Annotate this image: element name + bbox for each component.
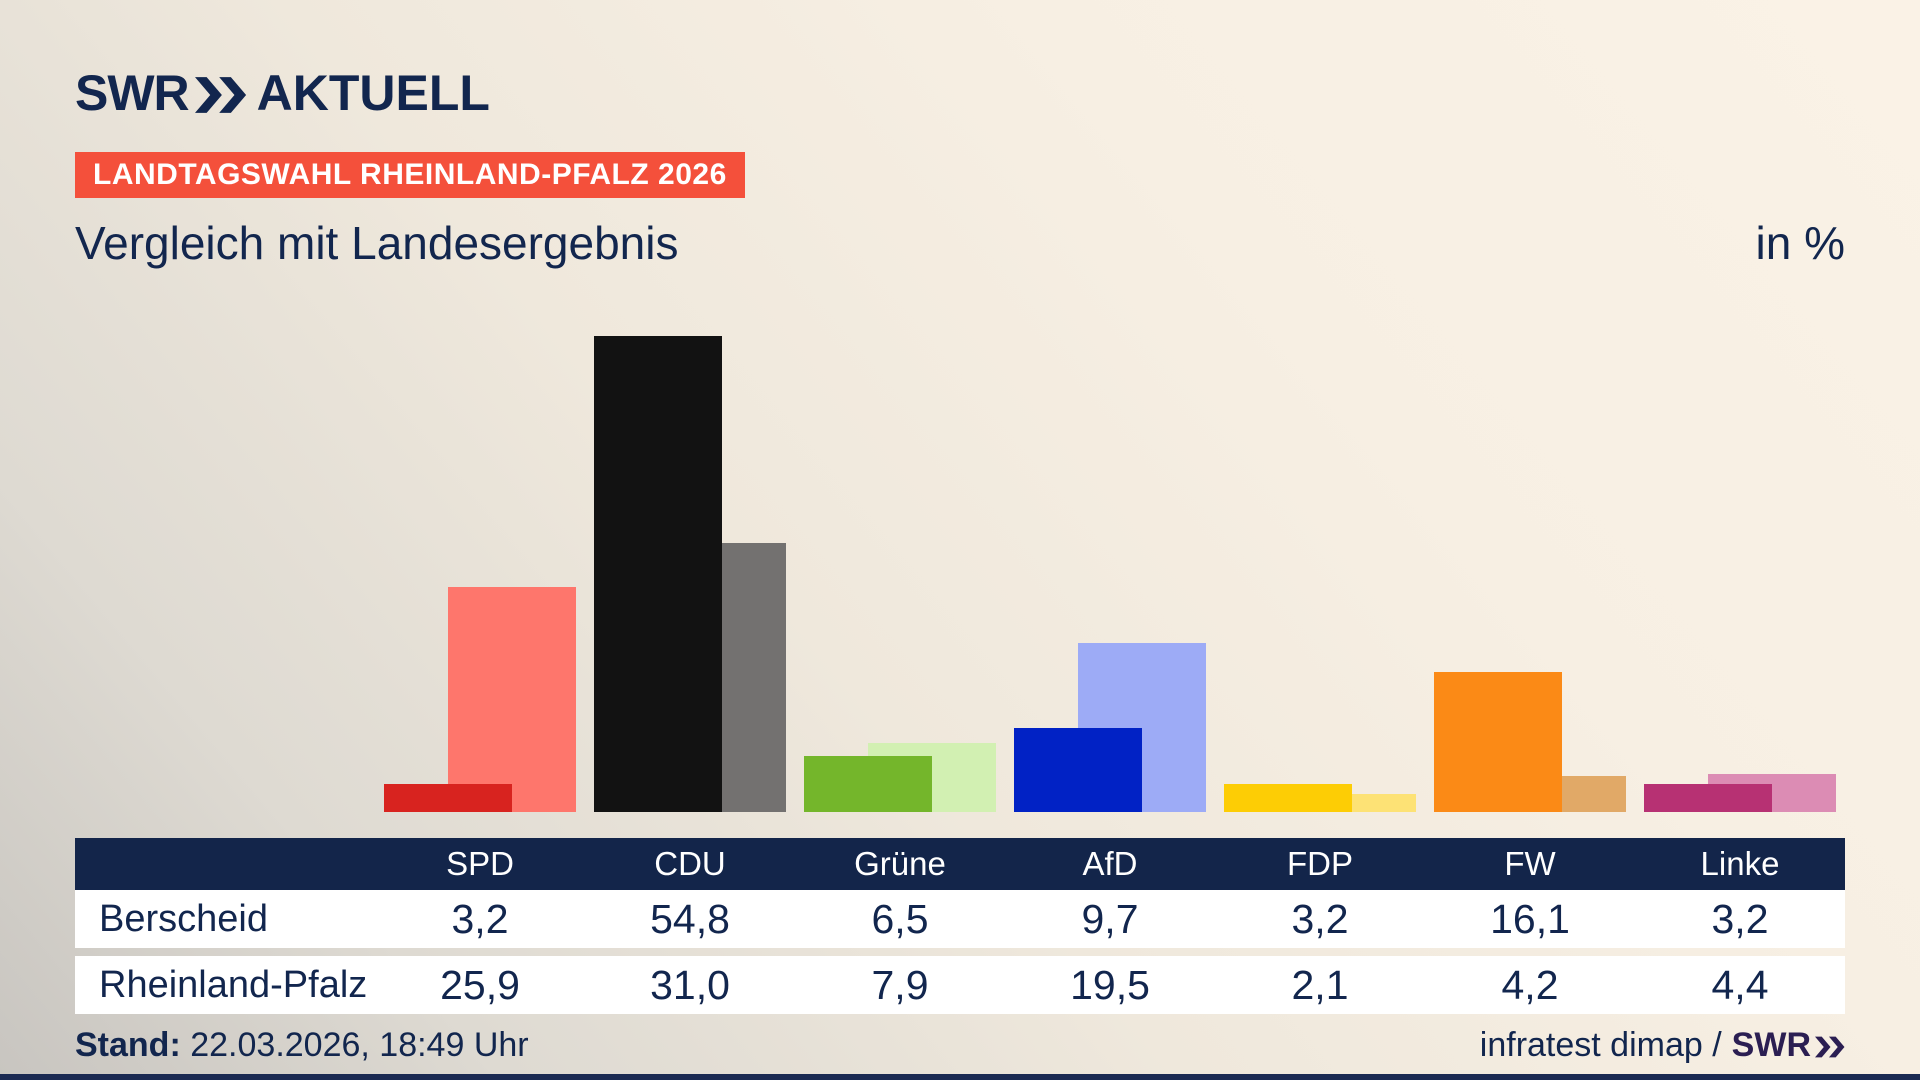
chart-title: Vergleich mit Landesergebnis <box>75 217 679 269</box>
bar-berscheid-afd <box>1014 728 1142 812</box>
stand-value: 22.03.2026, 18:49 Uhr <box>190 1026 529 1064</box>
table-header-row: SPD CDU Grüne AfD FDP FW Linke <box>75 838 1845 890</box>
comparison-bar-chart <box>384 336 1836 812</box>
election-badge: LANDTAGSWAHL RHEINLAND-PFALZ 2026 <box>75 152 745 198</box>
bar-berscheid-grüne <box>804 756 932 812</box>
timestamp: Stand: 22.03.2026, 18:49 Uhr <box>75 1026 529 1065</box>
value-berscheid-grüne: 6,5 <box>871 895 929 942</box>
bar-berscheid-cdu <box>594 336 722 812</box>
value-rheinland-pfalz-fw: 4,2 <box>1501 961 1559 1008</box>
bar-berscheid-fw <box>1434 672 1562 812</box>
table-header-spd: SPD <box>446 845 514 882</box>
double-chevron-icon <box>1815 1036 1845 1058</box>
value-berscheid-afd: 9,7 <box>1081 895 1139 942</box>
value-rheinland-pfalz-linke: 4,4 <box>1711 961 1769 1008</box>
table-header-cdu: CDU <box>654 845 726 882</box>
double-chevron-icon <box>194 77 246 113</box>
table-row-berscheid: Berscheid 3,2 54,8 6,5 9,7 3,2 16,1 3,2 <box>75 890 1845 948</box>
row-label: Berscheid <box>99 897 268 940</box>
value-berscheid-fdp: 3,2 <box>1291 895 1349 942</box>
source-credit: infratest dimap / SWR <box>1480 1026 1845 1065</box>
unit-label: in % <box>1755 217 1845 269</box>
bottom-navy-strip <box>0 1074 1920 1080</box>
swr-logo-text: SWR <box>75 65 190 121</box>
value-rheinland-pfalz-fdp: 2,1 <box>1291 961 1349 1008</box>
table-header-afd: AfD <box>1082 845 1138 882</box>
value-berscheid-fw: 16,1 <box>1490 895 1570 942</box>
value-berscheid-cdu: 54,8 <box>650 895 730 942</box>
bar-berscheid-linke <box>1644 784 1772 812</box>
stand-label: Stand: <box>75 1026 181 1064</box>
aktuell-logo-text: AKTUELL <box>256 65 490 121</box>
swr-aktuell-logo: SWR AKTUELL <box>75 64 490 122</box>
value-berscheid-linke: 3,2 <box>1711 895 1769 942</box>
bar-rheinland-pfalz-spd <box>448 587 576 812</box>
row-label: Rheinland-Pfalz <box>99 963 368 1006</box>
results-table: SPD CDU Grüne AfD FDP FW Linke Berscheid 3,2 54,… <box>75 838 1845 1014</box>
value-berscheid-spd: 3,2 <box>451 895 509 942</box>
value-rheinland-pfalz-spd: 25,9 <box>440 961 520 1008</box>
source-text: infratest dimap / <box>1479 1026 1722 1064</box>
footer-swr-text: SWR <box>1731 1026 1811 1064</box>
value-rheinland-pfalz-cdu: 31,0 <box>650 961 730 1008</box>
table-header-spacer <box>75 838 375 890</box>
bar-berscheid-fdp <box>1224 784 1352 812</box>
value-rheinland-pfalz-grüne: 7,9 <box>871 961 929 1008</box>
footer-swr-logo: SWR <box>1732 1026 1845 1065</box>
value-rheinland-pfalz-afd: 19,5 <box>1070 961 1150 1008</box>
bar-berscheid-spd <box>384 784 512 812</box>
table-header-fdp: FDP <box>1287 845 1353 882</box>
table-header-linke: Linke <box>1700 845 1780 882</box>
table-row-rheinland-pfalz: Rheinland-Pfalz 25,9 31,0 7,9 19,5 2,1 4,2 4,4 <box>75 956 1845 1014</box>
table-header-fw: FW <box>1504 845 1556 882</box>
table-header-grüne: Grüne <box>854 845 946 882</box>
